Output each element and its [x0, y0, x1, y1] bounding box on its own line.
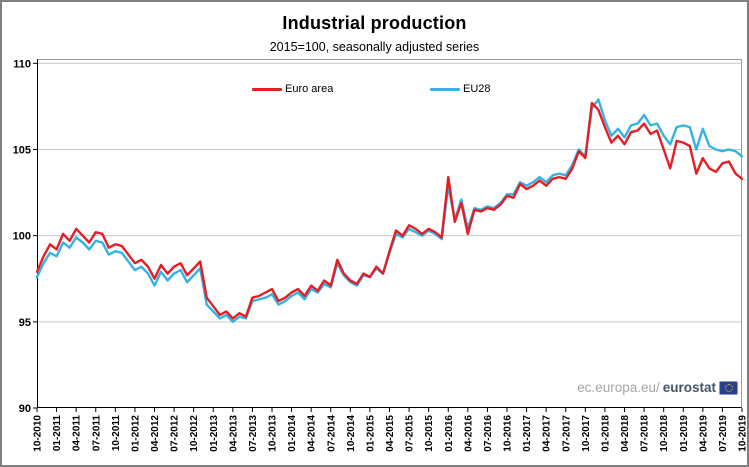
- legend-item-eu28: EU28: [430, 83, 491, 95]
- x-tick-label: 10-2010: [33, 415, 44, 452]
- chart-title: Industrial production: [282, 13, 467, 33]
- plot-area-frame: [37, 59, 742, 408]
- x-tick-label: 04-2011: [72, 415, 83, 452]
- series-line-eu28: [35, 98, 744, 323]
- x-tick-label: 07-2018: [640, 415, 651, 452]
- y-tick-label: 105: [13, 144, 31, 156]
- chart-subtitle: 2015=100, seasonally adjusted series: [269, 40, 480, 54]
- x-tick-label: 04-2013: [228, 415, 239, 452]
- x-tick-label: 04-2016: [463, 415, 474, 452]
- legend-item-euro-area: Euro area: [252, 83, 333, 95]
- x-tick-label: 10-2018: [659, 415, 670, 452]
- legend-label-euro-area: Euro area: [285, 83, 334, 95]
- x-tick-label: 07-2015: [405, 415, 416, 452]
- x-tick-label: 01-2017: [522, 415, 533, 452]
- x-tick-label: 10-2012: [189, 415, 200, 452]
- x-tick-label: 10-2017: [581, 415, 592, 452]
- y-tick-label: 90: [19, 403, 31, 415]
- x-tick-label: 04-2015: [385, 415, 396, 452]
- x-tick-label: 10-2011: [111, 415, 122, 452]
- x-tick-label: 01-2016: [444, 415, 455, 452]
- x-tick-label: 07-2019: [718, 415, 729, 452]
- x-tick-label: 10-2014: [346, 415, 357, 452]
- x-tick-label: 01-2019: [679, 415, 690, 452]
- x-tick-label: 07-2016: [483, 415, 494, 452]
- x-tick-label: 01-2015: [365, 415, 376, 452]
- watermark-url-prefix: ec.europa.eu/: [577, 380, 660, 395]
- x-tick-label: 10-2016: [503, 415, 514, 452]
- x-tick-label: 01-2012: [130, 415, 141, 452]
- eu28-line-swatch: [430, 87, 460, 91]
- series-line-euro-area: [35, 101, 744, 320]
- x-tick-label: 10-2015: [424, 415, 435, 452]
- x-tick-label: 04-2018: [620, 415, 631, 452]
- y-tick-label: 100: [13, 231, 31, 243]
- x-tick-label: 01-2018: [600, 415, 611, 452]
- y-tick-label: 110: [13, 58, 31, 70]
- x-tick-label: 01-2013: [209, 415, 220, 452]
- x-tick-label: 07-2017: [561, 415, 572, 452]
- watermark-brand: eurostat: [662, 380, 716, 395]
- x-tick-label: 07-2011: [91, 415, 102, 452]
- x-tick-label: 04-2012: [150, 415, 161, 452]
- eurostat-watermark: ec.europa.eu/eurostat: [577, 380, 738, 395]
- legend-label-eu28: EU28: [463, 83, 491, 95]
- x-tick-label: 07-2012: [170, 415, 181, 452]
- x-tick-label: 10-2019: [738, 415, 749, 452]
- x-tick-label: 01-2011: [52, 415, 63, 452]
- x-tick-label: 04-2014: [307, 415, 318, 452]
- x-tick-label: 04-2019: [698, 415, 709, 452]
- x-tick-label: 07-2013: [248, 415, 259, 452]
- x-tick-label: 07-2014: [326, 415, 337, 452]
- eu-flag-icon: [719, 380, 738, 395]
- x-tick-label: 10-2013: [268, 415, 279, 452]
- euro-area-line-swatch: [252, 87, 282, 91]
- y-tick-label: 95: [19, 317, 31, 329]
- x-tick-label: 01-2014: [287, 415, 298, 452]
- x-tick-label: 04-2017: [542, 415, 553, 452]
